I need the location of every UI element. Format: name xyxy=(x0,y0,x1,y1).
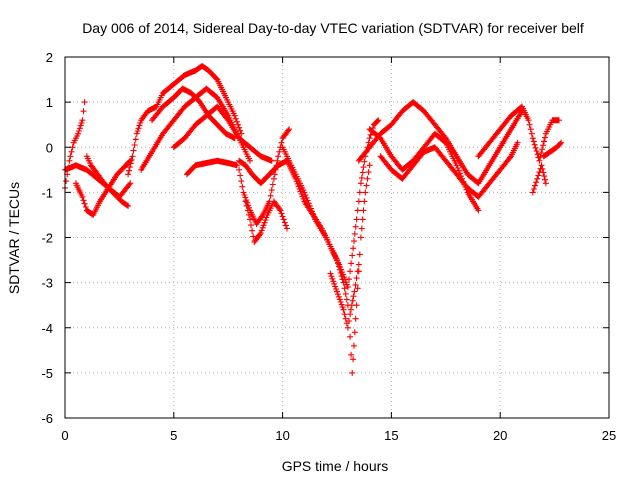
x-axis-label: GPS time / hours xyxy=(282,458,389,474)
series-track-9 xyxy=(183,157,240,178)
data-markers xyxy=(72,157,134,218)
y-tick-label: -4 xyxy=(41,321,53,336)
series-track-15 xyxy=(355,99,525,187)
data-markers xyxy=(377,139,521,200)
data-markers xyxy=(242,198,290,245)
series-track-16 xyxy=(377,139,521,200)
series-track-17 xyxy=(366,126,482,214)
x-tick-label: 25 xyxy=(602,428,616,443)
y-tick-label: -6 xyxy=(41,411,53,426)
data-markers xyxy=(366,126,482,214)
series-track-19 xyxy=(529,162,549,196)
data-markers xyxy=(540,139,565,160)
y-tick-label: -1 xyxy=(41,185,53,200)
series-track-8 xyxy=(170,103,275,164)
y-tick-label: 2 xyxy=(46,50,53,65)
data-markers xyxy=(475,103,562,164)
y-tick-label: -5 xyxy=(41,366,53,381)
y-axis-label: SDTVAR / TECUs xyxy=(6,182,22,294)
grid-layer xyxy=(65,57,609,418)
x-tick-label: 5 xyxy=(170,428,177,443)
data-markers xyxy=(83,153,132,209)
y-tick-label: 0 xyxy=(46,140,53,155)
series-track-1 xyxy=(62,99,88,191)
data-markers xyxy=(183,157,240,178)
y-tick-label: 1 xyxy=(46,95,53,110)
y-tick-label: -3 xyxy=(41,276,53,291)
x-tick-label: 15 xyxy=(384,428,398,443)
x-tick-label: 10 xyxy=(275,428,289,443)
data-markers xyxy=(279,144,373,376)
chart-title: Day 006 of 2014, Sidereal Day-to-day VTE… xyxy=(82,20,584,36)
series-track-18 xyxy=(475,103,562,164)
data-markers xyxy=(327,261,362,331)
series-track-13 xyxy=(279,144,373,376)
series-track-14 xyxy=(327,261,362,331)
x-tick-label: 0 xyxy=(61,428,68,443)
data-markers xyxy=(125,63,245,178)
tick-layer: 0 5 10 15 20 25 -6 -5 -4 -3 -2 -1 0 1 2 xyxy=(41,50,616,443)
x-tick-label: 20 xyxy=(493,428,507,443)
data-markers xyxy=(529,162,549,196)
series-track-4 xyxy=(83,153,132,209)
data-markers xyxy=(170,103,275,164)
data-markers xyxy=(355,99,525,187)
data-layer xyxy=(62,63,565,376)
series-track-3 xyxy=(72,157,134,218)
y-tick-label: -2 xyxy=(41,231,53,246)
series-track-20 xyxy=(540,139,565,160)
series-track-5 xyxy=(125,63,245,178)
series-track-12 xyxy=(242,198,290,245)
data-markers xyxy=(62,99,88,191)
